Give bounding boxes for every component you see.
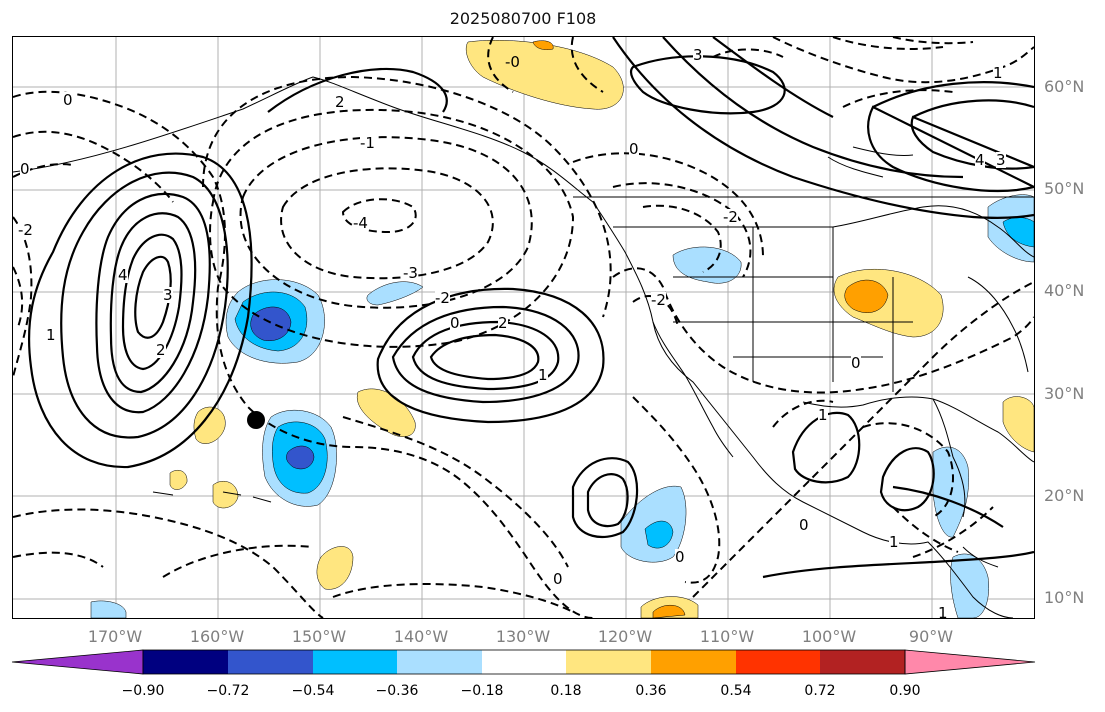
colorbar-tick: 0.54	[720, 683, 752, 699]
lon-label: 110°W	[699, 627, 755, 646]
contour-label: -2	[723, 208, 738, 226]
colorbar-tick: −0.18	[460, 683, 504, 699]
colorbar-extend-high	[904, 649, 1036, 675]
lat-label: 10°N	[1044, 588, 1085, 607]
colorbar-tick: −0.72	[206, 683, 250, 699]
contour-label: 0	[675, 548, 685, 566]
contour-label: -1	[360, 134, 375, 152]
colorbar-bin	[736, 650, 820, 674]
lon-label: 150°W	[291, 627, 347, 646]
contour-label: 0	[629, 140, 639, 158]
map-plot[interactable]: 4 3 2 1 2 1 3 2 4 3 1 1 1 1 -4 -3 -2 -2 …	[12, 36, 1035, 619]
contour-label: -2	[435, 289, 450, 307]
colorbar-tick: −0.54	[291, 683, 335, 699]
colorbar-bin	[143, 650, 228, 674]
contour-label: -0	[505, 53, 520, 71]
colorbar-bin	[482, 650, 566, 674]
colorbar-bin	[228, 650, 313, 674]
contour-label: 0	[851, 354, 861, 372]
contour-label: 1	[993, 64, 1003, 82]
contour-label: 2	[498, 314, 508, 332]
contour-label: 2	[335, 93, 345, 111]
colorbar-bin	[313, 650, 397, 674]
lon-label: 130°W	[495, 627, 551, 646]
colorbar-bin	[397, 650, 482, 674]
contour-label: 3	[693, 46, 703, 64]
colorbar-extend-low	[11, 649, 144, 675]
markers	[247, 411, 265, 429]
colorbar-tick: 0.36	[635, 683, 667, 699]
map-title: 2025080700 F108	[449, 9, 597, 28]
graticule	[13, 37, 1034, 618]
contour-label: 1	[46, 326, 56, 344]
contour-label: 4	[118, 266, 128, 284]
contour-label: 0	[20, 160, 30, 178]
colorbar-tick: 0.72	[804, 683, 836, 699]
station-marker	[247, 411, 265, 429]
lon-label: 90°W	[908, 627, 954, 646]
contour-label: 1	[889, 533, 899, 551]
contour-label: -2	[18, 221, 33, 239]
colorbar-bin	[566, 650, 651, 674]
colorbar-tick: −0.90	[121, 683, 165, 699]
contour-label: -3	[403, 264, 418, 282]
colorbar-tick: 0.90	[889, 683, 921, 699]
contour-label: -4	[353, 214, 368, 232]
contour-label: 0	[799, 516, 809, 534]
contour-label: 3	[996, 151, 1006, 169]
lat-label: 40°N	[1044, 281, 1085, 300]
contour-label: 0	[63, 91, 73, 109]
contour-label: 3	[163, 286, 173, 304]
lon-label: 100°W	[801, 627, 857, 646]
lat-label: 20°N	[1044, 486, 1085, 505]
contour-label: 1	[538, 366, 548, 384]
lat-label: 60°N	[1044, 77, 1085, 96]
contour-label: 0	[450, 314, 460, 332]
coastlines	[13, 76, 1034, 618]
contour-label: 1	[938, 604, 948, 619]
lon-label: 160°W	[189, 627, 245, 646]
yellow-patch-alaska	[465, 40, 624, 110]
colorbar-tick: 0.18	[550, 683, 582, 699]
lon-label: 140°W	[393, 627, 449, 646]
contour-label: 0	[553, 570, 563, 588]
contour-label: -2	[651, 291, 666, 309]
colorbar-bin	[651, 650, 736, 674]
lat-label: 30°N	[1044, 384, 1085, 403]
colorbar	[11, 649, 1036, 675]
contour-label: 4	[975, 151, 985, 169]
positive-contours	[27, 37, 1034, 579]
colorbar-tick: −0.36	[375, 683, 419, 699]
lon-label: 170°W	[87, 627, 143, 646]
contour-label: 1	[818, 406, 828, 424]
lat-label: 50°N	[1044, 179, 1085, 198]
colorbar-bin	[820, 650, 905, 674]
lon-label: 120°W	[597, 627, 653, 646]
contour-label: 2	[156, 341, 166, 359]
